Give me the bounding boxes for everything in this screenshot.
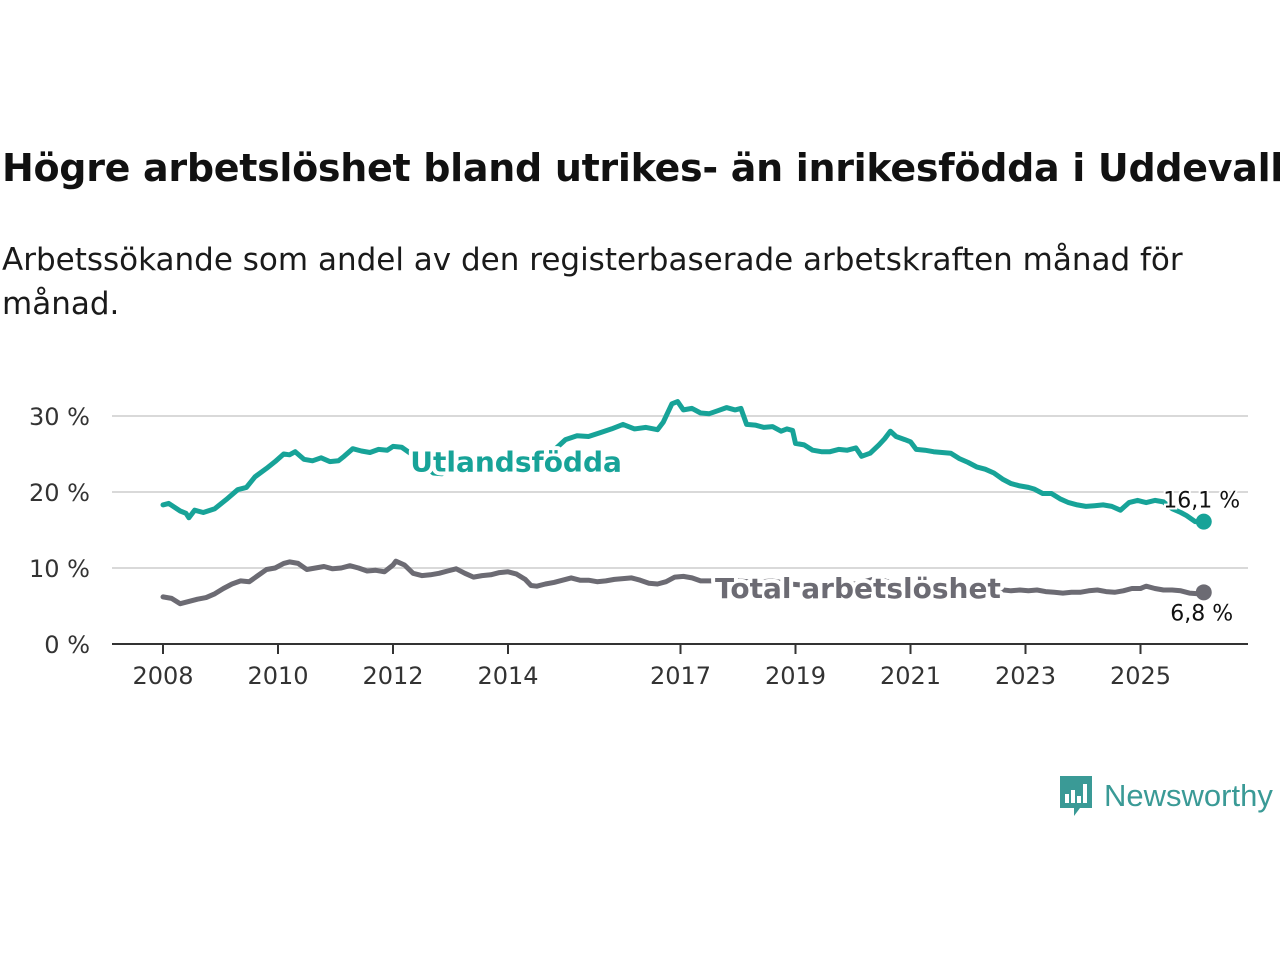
series-end-label-1: 6,8 % xyxy=(1170,601,1233,626)
series-annotation-1: Total arbetslöshet xyxy=(715,572,1001,605)
chart-subtitle: Arbetssökande som andel av den registerb… xyxy=(2,242,1183,322)
newsworthy-bar-chart-icon xyxy=(1060,776,1092,816)
series-end-marker-1 xyxy=(1195,584,1212,601)
x-tick-label: 2008 xyxy=(132,662,193,690)
x-tick-label: 2017 xyxy=(650,662,711,690)
axes: 0 % 10 % 20 % 30 % 2008 2010 2012 2014 2017 2019 2… xyxy=(29,403,1248,690)
x-tick-label: 2014 xyxy=(477,662,538,690)
series-line-1 xyxy=(160,558,1207,607)
series-end-label-0: 16,1 % xyxy=(1163,489,1240,514)
chart-title: Högre arbetslöshet bland utrikes- än inr… xyxy=(2,146,1280,190)
newsworthy-logo[interactable]: Newsworthy xyxy=(1058,774,1273,818)
y-tick-label: 0 % xyxy=(44,631,90,659)
y-tick-label: 20 % xyxy=(29,479,90,507)
grid-lines xyxy=(112,415,1248,569)
x-tick-label: 2019 xyxy=(765,662,826,690)
series-end-marker-0 xyxy=(1195,513,1212,530)
series-annotation-0: Utlandsfödda xyxy=(410,446,622,479)
x-tick-label: 2023 xyxy=(995,662,1056,690)
y-tick-label: 10 % xyxy=(29,555,90,583)
x-tick-label: 2025 xyxy=(1110,662,1171,690)
series-line-0 xyxy=(160,399,1207,525)
x-tick-label: 2021 xyxy=(880,662,941,690)
annotations: 16,1 % 6,8 % Utlandsfödda Total arbetslöshe… xyxy=(406,442,1242,629)
series-lines xyxy=(160,399,1212,607)
y-tick-label: 30 % xyxy=(29,403,90,431)
x-tick-label: 2012 xyxy=(362,662,423,690)
brand-name: Newsworthy xyxy=(1104,778,1273,813)
x-tick-label: 2010 xyxy=(247,662,308,690)
